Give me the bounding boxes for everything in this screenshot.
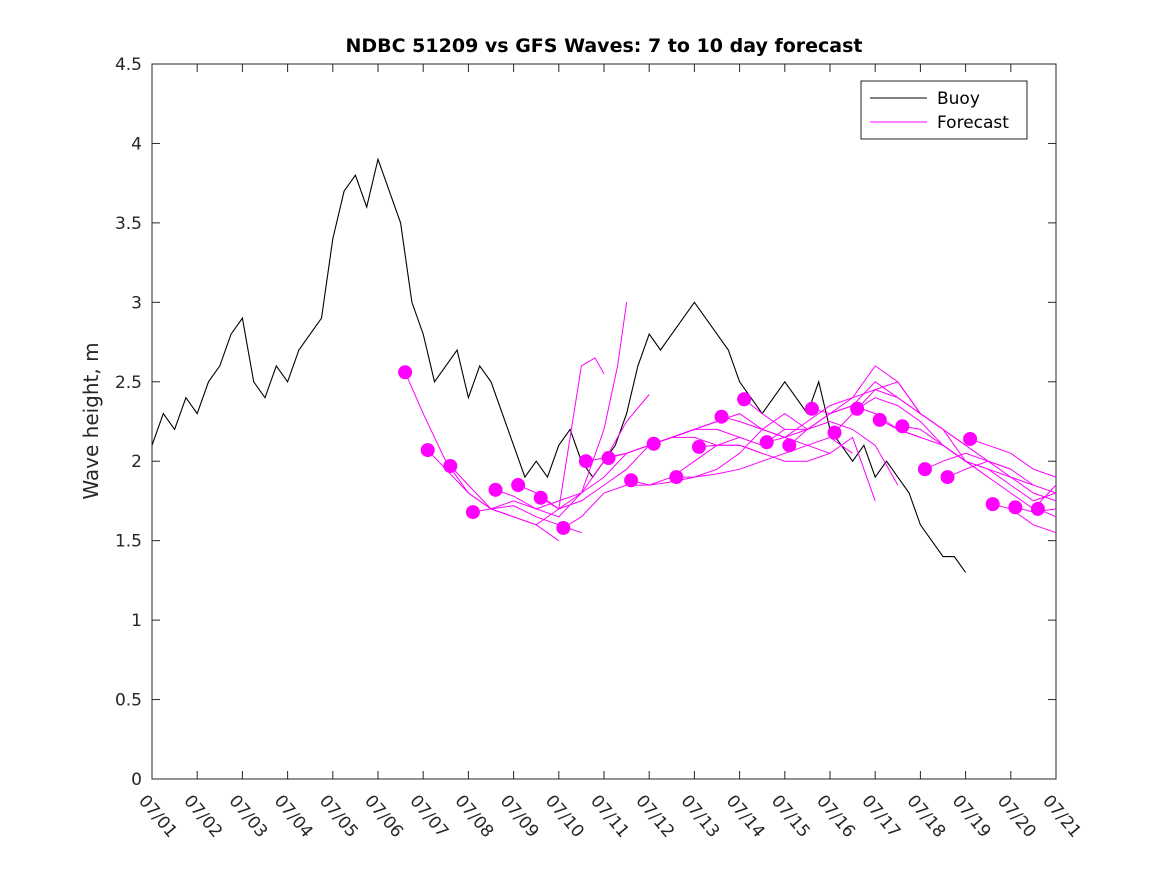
y-axis-label: Wave height, m (79, 342, 103, 499)
forecast-marker (940, 470, 955, 485)
forecast-marker (1008, 500, 1023, 515)
forecast-marker (963, 431, 978, 446)
forecast-marker (601, 451, 616, 466)
forecast-marker (782, 438, 797, 453)
forecast-line (969, 438, 1057, 478)
legend: Buoy Forecast (860, 80, 1028, 140)
forecast-marker (443, 458, 458, 473)
forecast-line (698, 436, 876, 502)
legend-buoy-label: Buoy (937, 89, 980, 109)
forecast-marker (398, 365, 413, 380)
forecast-line (653, 413, 831, 454)
y-tick-label: 4.5 (115, 55, 142, 75)
legend-box (860, 80, 1028, 140)
forecast-marker (872, 412, 887, 427)
forecast-marker (420, 443, 435, 458)
y-tick-label: 2.5 (115, 373, 142, 393)
y-tick-label: 3.5 (115, 214, 142, 234)
forecast-marker (556, 520, 571, 535)
forecast-marker (759, 435, 774, 450)
forecast-line (811, 381, 989, 478)
forecast-marker (691, 439, 706, 454)
forecast-line (495, 394, 650, 510)
forecast-marker (488, 482, 503, 497)
forecast-markers (398, 365, 1045, 535)
forecast-line (947, 460, 1057, 494)
forecast-line (630, 412, 808, 486)
forecast-line (992, 503, 1057, 534)
forecast-marker (917, 462, 932, 477)
y-tick-label: 0.5 (115, 691, 142, 711)
forecast-marker (465, 505, 480, 520)
forecast-marker (1030, 501, 1045, 516)
legend-forecast-label: Forecast (937, 113, 1009, 133)
forecast-line (449, 357, 605, 526)
y-tick-label: 4 (131, 134, 142, 154)
forecast-marker (533, 490, 548, 505)
forecast-marker (578, 454, 593, 469)
y-tick-label: 0 (131, 770, 142, 790)
forecast-line (472, 302, 628, 518)
forecast-marker (895, 419, 910, 434)
chart-title: NDBC 51209 vs GFS Waves: 7 to 10 day for… (345, 35, 862, 57)
forecast-marker (714, 409, 729, 424)
forecast-marker (646, 436, 661, 451)
forecast-marker (804, 401, 819, 416)
y-tick-label: 1.5 (115, 532, 142, 552)
y-tick-label: 2 (131, 452, 142, 472)
forecast-marker (511, 478, 526, 493)
y-axis: 0 0.5 1 1.5 2 2.5 3 3.5 4 4.5 (115, 55, 1056, 790)
forecast-marker (985, 497, 1000, 512)
forecast-marker (850, 401, 865, 416)
forecast-marker (827, 425, 842, 440)
y-tick-label: 3 (131, 293, 142, 313)
forecast-line (676, 436, 853, 478)
forecast-marker (624, 473, 639, 488)
forecast-line (427, 449, 582, 534)
y-tick-label: 1 (131, 611, 142, 631)
forecast-marker (737, 392, 752, 407)
forecast-marker (669, 470, 684, 485)
